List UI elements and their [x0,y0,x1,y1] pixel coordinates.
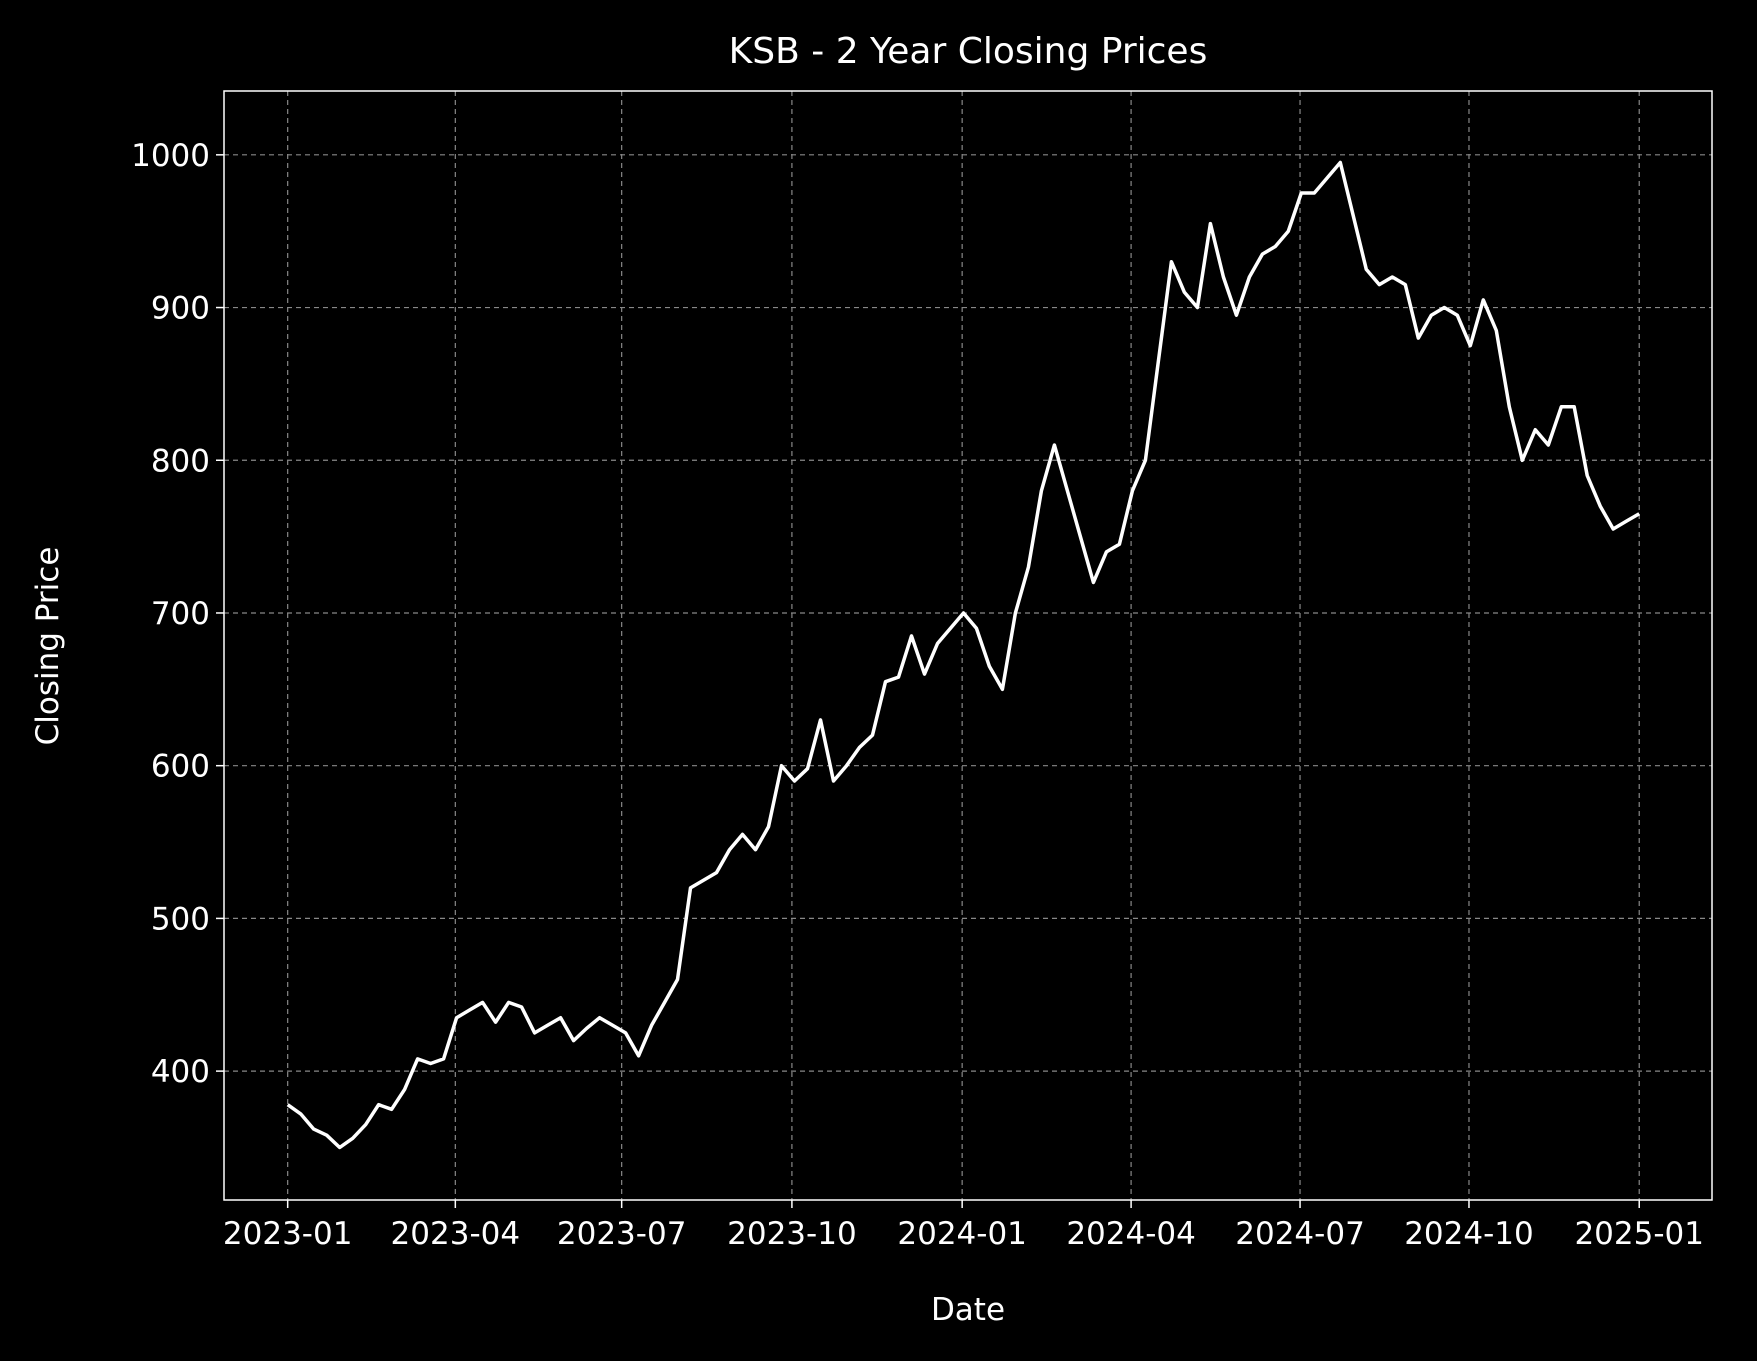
x-tick-label: 2024-10 [1404,1216,1534,1252]
x-tick-label: 2024-07 [1235,1216,1365,1252]
x-tick-label: 2023-01 [223,1216,353,1252]
x-tick-label: 2023-07 [557,1216,687,1252]
y-tick-label: 700 [151,596,210,632]
y-tick-label: 400 [151,1054,210,1090]
price-line [286,160,1641,1150]
y-tick-label: 1000 [131,138,210,174]
x-tick-label: 2023-10 [727,1216,857,1252]
x-tick-label: 2024-01 [897,1216,1027,1252]
y-tick-label: 500 [151,901,210,937]
x-tick-label: 2025-01 [1574,1216,1704,1252]
y-axis-label: Closing Price [30,547,66,746]
y-tick-label: 800 [151,443,210,479]
y-tick-label: 900 [151,291,210,327]
chart-title: KSB - 2 Year Closing Prices [729,31,1208,72]
x-tick-label: 2023-04 [391,1216,521,1252]
y-tick-label: 600 [151,749,210,785]
x-tick-label: 2024-04 [1066,1216,1196,1252]
x-axis-label: Date [931,1292,1005,1328]
plot-frame [223,90,1713,1201]
